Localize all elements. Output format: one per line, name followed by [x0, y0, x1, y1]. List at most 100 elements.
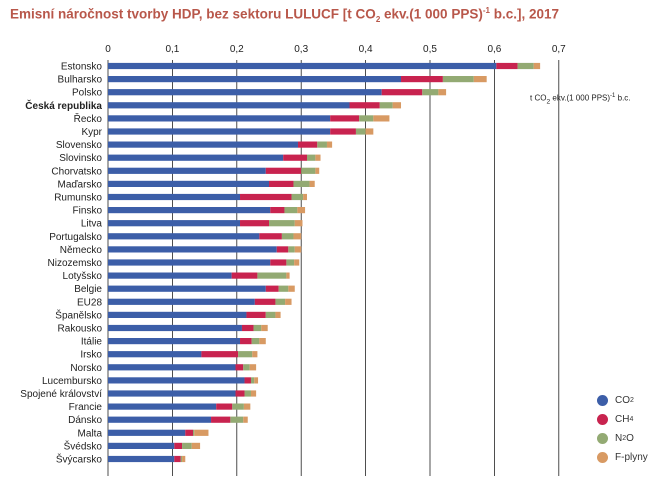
category-label: Lotyšsko: [63, 271, 103, 282]
bar-segment-n2o: [278, 285, 289, 292]
category-label: Norsko: [70, 363, 102, 374]
bar-segment-n2o: [301, 167, 316, 174]
x-tick-label: 0,5: [423, 44, 437, 55]
x-tick-label: 0: [105, 44, 111, 55]
bar-segment-n2o: [238, 351, 253, 358]
bar-segment-ch4: [231, 272, 258, 279]
bar-segment-co2: [108, 298, 255, 305]
legend-label-co2: CO: [615, 395, 630, 406]
bar-segment-f-plyny: [533, 62, 541, 70]
bar-segment-ch4: [240, 220, 269, 227]
bar-segment-ch4: [297, 141, 318, 148]
bar-segment-ch4: [254, 298, 276, 305]
category-label: Rumunsko: [54, 193, 102, 204]
bar-segment-n2o: [180, 455, 183, 463]
bar-segment-co2: [108, 233, 260, 240]
bar-segment-ch4: [216, 403, 233, 410]
bar-segment-n2o: [293, 180, 310, 187]
chart-title: Emisní náročnost tvorby HDP, bez sektoru…: [10, 6, 650, 24]
category-label: Polsko: [72, 88, 102, 99]
bar-segment-n2o: [232, 403, 244, 410]
bar-segment-co2: [108, 416, 212, 423]
bar-segment-ch4: [211, 416, 231, 423]
legend-sub-co2: 2: [630, 397, 634, 404]
category-label: Belgie: [74, 284, 102, 295]
bar-segment-n2o: [182, 442, 192, 449]
bar-segment-f-plyny: [261, 324, 268, 332]
bar-segment-ch4: [496, 62, 518, 70]
bar-segment-co2: [108, 377, 245, 384]
category-label: Bulharsko: [58, 75, 103, 86]
unit-part-3: b.c.: [615, 93, 631, 103]
bar-segment-f-plyny: [259, 338, 266, 345]
bar-segment-n2o: [250, 377, 255, 384]
bar-segment-co2: [108, 455, 175, 463]
bar-segment-ch4: [276, 246, 289, 253]
axis-unit-label: t CO2 ekv.(1 000 PPS)-1 b.c.: [530, 93, 631, 105]
legend-item-fgas: F-plyny: [597, 448, 648, 467]
bar-segment-ch4: [235, 364, 244, 371]
bar-segment-co2: [108, 141, 298, 148]
bar-segment-co2: [108, 180, 269, 187]
bar-segment-ch4: [240, 193, 292, 201]
bar-segment-ch4: [330, 115, 360, 122]
category-label: Španělsko: [55, 308, 102, 321]
category-label: Maďarsko: [58, 179, 103, 190]
legend-label-n2o: N: [615, 433, 623, 444]
bar-segment-f-plyny: [250, 390, 257, 397]
unit-sub: 2: [546, 98, 551, 106]
bar-segment-f-plyny: [194, 429, 209, 436]
bar-segment-f-plyny: [294, 246, 302, 253]
legend-swatch-fgas: [597, 452, 608, 463]
bar-segment-ch4: [185, 429, 194, 436]
bar-segment-co2: [108, 285, 266, 292]
x-tick-label: 0,2: [230, 44, 244, 55]
category-label: Německo: [60, 245, 103, 256]
category-label: Nizozemsko: [48, 258, 103, 269]
bar-segment-f-plyny: [438, 89, 447, 96]
bar-segment-f-plyny: [315, 154, 321, 161]
x-tick-label: 0,1: [165, 44, 179, 55]
bar-segment-f-plyny: [285, 298, 292, 305]
title-sup: -1: [482, 6, 490, 15]
bar-segment-ch4: [244, 377, 251, 384]
bar-segment-ch4: [201, 351, 239, 358]
bar-segment-n2o: [442, 76, 474, 83]
bar-segment-n2o: [317, 141, 327, 148]
bar-segment-f-plyny: [315, 167, 320, 174]
bar-segment-n2o: [286, 259, 295, 266]
bar-segment-co2: [108, 311, 247, 318]
bar-segment-n2o: [359, 115, 374, 122]
bar-segment-ch4: [283, 154, 307, 161]
unit-part-1: t CO: [530, 93, 547, 103]
bar-segment-f-plyny: [243, 403, 251, 410]
bar-segment-ch4: [270, 259, 287, 266]
bar-segment-f-plyny: [365, 128, 374, 135]
bar-segment-n2o: [230, 416, 244, 423]
bar-segment-f-plyny: [286, 272, 290, 279]
bar-segment-co2: [108, 220, 241, 227]
bar-segment-f-plyny: [249, 364, 257, 371]
bar-segment-ch4: [246, 311, 266, 318]
bar-segment-co2: [108, 429, 186, 436]
bar-segment-ch4: [349, 102, 380, 109]
bar-segment-co2: [108, 272, 232, 279]
bar-segment-n2o: [281, 233, 294, 240]
x-tick-label: 0,7: [552, 44, 566, 55]
bar-segment-ch4: [265, 285, 279, 292]
bar-segment-co2: [108, 390, 236, 397]
legend-sub-n2o: 2: [622, 435, 627, 442]
bar-segment-ch4: [401, 76, 443, 83]
bar-segment-n2o: [257, 272, 287, 279]
bar-segment-co2: [108, 167, 266, 174]
category-label: Dánsko: [68, 415, 102, 426]
category-label: Kypr: [81, 127, 102, 138]
bar-segment-n2o: [288, 246, 295, 253]
bar-segment-ch4: [174, 442, 183, 449]
legend-swatch-co2: [597, 395, 608, 406]
bar-segment-n2o: [306, 154, 316, 161]
bar-segment-f-plyny: [326, 141, 333, 148]
bar-segment-f-plyny: [191, 442, 201, 449]
bar-segment-co2: [108, 207, 271, 214]
